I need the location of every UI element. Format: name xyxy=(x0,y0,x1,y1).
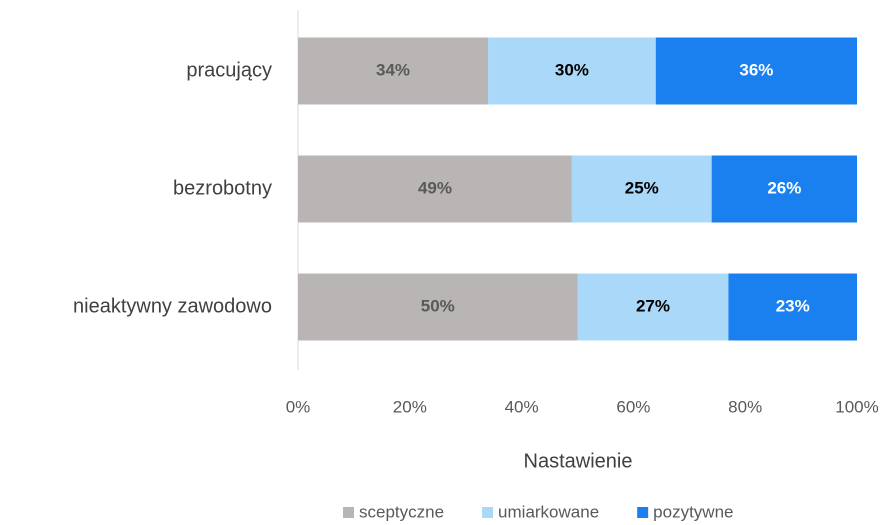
bar-segment xyxy=(577,273,729,341)
bar-segment xyxy=(728,273,857,341)
bar-segment xyxy=(298,155,572,223)
bar-segment xyxy=(298,273,578,341)
x-tick-label: 0% xyxy=(286,397,311,416)
value-label: 34% xyxy=(376,60,410,79)
bar-segment xyxy=(655,37,857,105)
x-tick-label: 100% xyxy=(835,397,878,416)
value-label: 26% xyxy=(767,178,801,197)
bar-segment xyxy=(571,155,712,223)
legend-label: sceptyczne xyxy=(359,502,444,521)
x-tick-label: 20% xyxy=(393,397,427,416)
bar-segment xyxy=(298,37,489,105)
legend-swatch xyxy=(482,507,494,518)
legend-swatch xyxy=(637,507,649,518)
value-label: 50% xyxy=(421,296,455,315)
value-label: 23% xyxy=(776,296,810,315)
value-label: 36% xyxy=(739,60,773,79)
value-label: 25% xyxy=(625,178,659,197)
legend-label: umiarkowane xyxy=(498,502,599,521)
legend-label: pozytywne xyxy=(653,502,733,521)
bar-segment xyxy=(488,37,656,105)
category-label: bezrobotny xyxy=(173,177,272,199)
bar-segment xyxy=(711,155,857,223)
legend-swatch xyxy=(343,507,354,518)
x-tick-label: 40% xyxy=(505,397,539,416)
x-tick-label: 80% xyxy=(728,397,762,416)
x-axis-label: Nastawienie xyxy=(524,450,633,472)
x-tick-label: 60% xyxy=(616,397,650,416)
value-label: 30% xyxy=(555,60,589,79)
value-label: 49% xyxy=(418,178,452,197)
category-label: nieaktywny zawodowo xyxy=(73,295,272,317)
category-label: pracujący xyxy=(186,59,272,81)
value-label: 27% xyxy=(636,296,670,315)
